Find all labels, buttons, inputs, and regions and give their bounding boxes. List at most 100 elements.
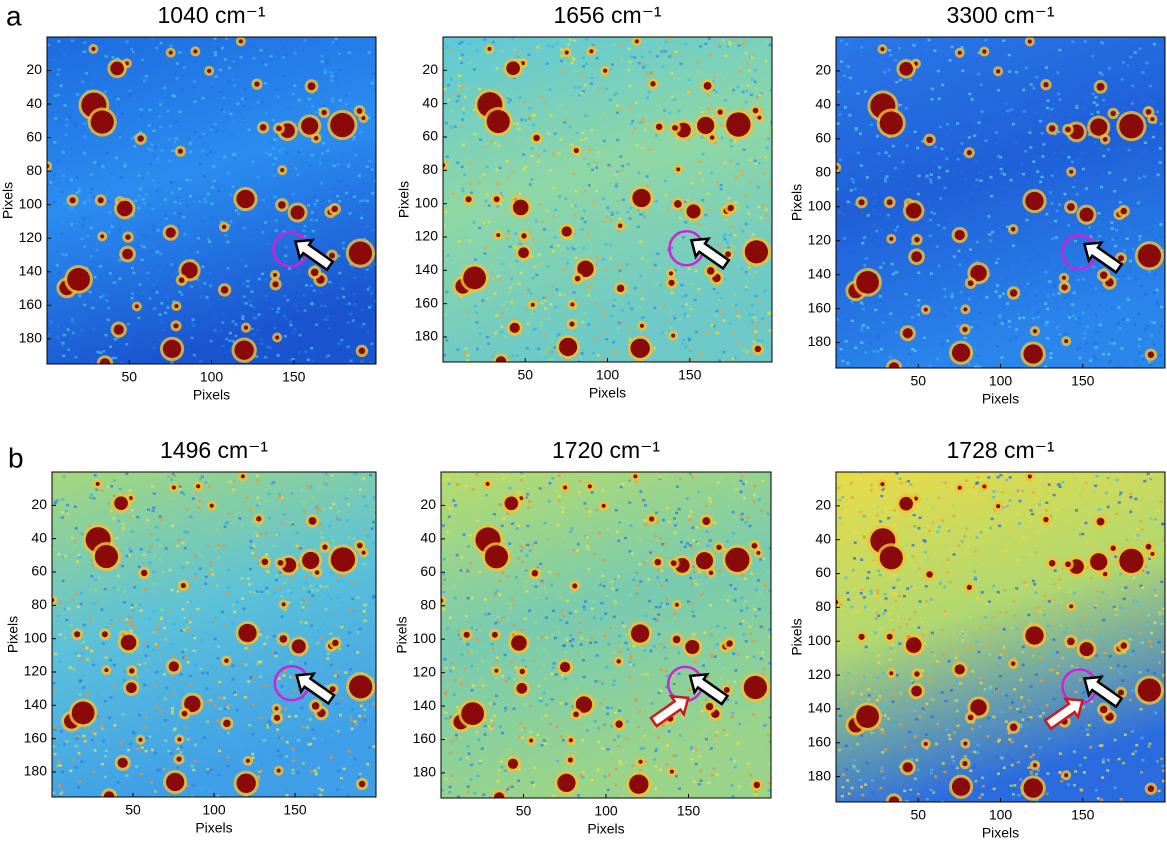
heatmap-speckle [850, 177, 854, 181]
heatmap-speckle [539, 697, 543, 700]
heatmap-speckle [494, 331, 498, 335]
heatmap-speckle [246, 279, 250, 283]
heatmap-speckle [144, 715, 148, 718]
heatmap-speckle [328, 597, 332, 600]
heatmap-speckle [684, 220, 688, 224]
heatmap-speckle [572, 172, 576, 176]
heatmap-speckle [594, 336, 598, 340]
heatmap-speckle [556, 334, 560, 337]
heatmap-speckle [595, 255, 599, 259]
heatmap-speckle [164, 547, 168, 550]
heatmap-speckle [879, 299, 883, 303]
heatmap-speckle [132, 625, 136, 629]
heatmap-speckle [1007, 320, 1011, 323]
particle [223, 719, 231, 728]
heatmap-speckle [718, 244, 722, 247]
heatmap-speckle [489, 796, 493, 798]
heatmap-speckle [64, 253, 68, 257]
heatmap-speckle [368, 746, 372, 749]
heatmap-speckle [572, 548, 576, 552]
heatmap-speckle [528, 230, 532, 234]
heatmap-speckle [726, 680, 730, 683]
heatmap-speckle [582, 65, 586, 68]
heatmap-speckle [178, 485, 182, 488]
heatmap-speckle [185, 204, 189, 208]
heatmap-speckle [863, 264, 867, 267]
heatmap-speckle [531, 114, 535, 117]
heatmap-speckle [604, 74, 608, 77]
heatmap-speckle [325, 584, 329, 588]
heatmap-speckle [280, 521, 284, 525]
heatmap-speckle [573, 86, 577, 89]
heatmap-speckle [712, 75, 716, 78]
heatmap-speckle [137, 565, 141, 569]
y-tick-label: 80 [26, 162, 42, 178]
heatmap-speckle [728, 322, 732, 325]
heatmap-speckle [856, 92, 860, 95]
heatmap-speckle [322, 622, 326, 626]
heatmap-speckle [371, 228, 375, 231]
heatmap-speckle [144, 587, 148, 591]
heatmap-speckle [138, 603, 142, 606]
heatmap-speckle [917, 39, 921, 43]
heatmap-speckle [347, 535, 351, 539]
y-tick-label: 120 [19, 229, 43, 245]
heatmap-speckle [443, 692, 447, 696]
heatmap-speckle [762, 141, 766, 145]
heatmap-speckle [973, 144, 977, 147]
particle [329, 252, 335, 259]
heatmap-speckle [584, 38, 588, 41]
heatmap-speckle [1042, 143, 1046, 146]
heatmap-speckle [517, 779, 521, 783]
heatmap-speckle [744, 289, 748, 292]
heatmap-speckle [475, 311, 479, 314]
heatmap-speckle [643, 518, 647, 522]
heatmap-speckle [1008, 210, 1012, 213]
heatmap-speckle [552, 152, 556, 156]
x-tick-label: 50 [121, 369, 137, 385]
heatmap-speckle [86, 234, 90, 237]
heatmap-speckle [945, 133, 949, 137]
heatmap-speckle [687, 267, 691, 271]
heatmap-speckle [153, 790, 157, 793]
heatmap-speckle [1034, 294, 1038, 298]
heatmap-speckle [1074, 240, 1078, 243]
heatmap-speckle [1131, 41, 1135, 44]
particle [274, 706, 279, 711]
heatmap-speckle [711, 88, 715, 92]
heatmap-speckle [241, 117, 245, 121]
heatmap-speckle [756, 96, 760, 100]
heatmap-speckle [604, 87, 608, 91]
heatmap-speckle [482, 793, 486, 796]
heatmap-speckle [525, 579, 529, 583]
heatmap-speckle [226, 764, 230, 768]
heatmap-speckle [317, 108, 321, 111]
particle [889, 236, 894, 241]
heatmap-speckle [1053, 132, 1057, 136]
heatmap-speckle [59, 791, 63, 794]
heatmap-speckle [222, 120, 226, 124]
heatmap-speckle [1078, 346, 1082, 350]
heatmap-speckle [338, 518, 342, 522]
heatmap-speckle [899, 256, 903, 260]
heatmap-speckle [483, 725, 487, 728]
heatmap-speckle [864, 351, 868, 354]
heatmap-speckle [665, 598, 669, 601]
heatmap-speckle [318, 162, 322, 165]
heatmap-speckle [741, 90, 745, 94]
heatmap-speckle [504, 709, 508, 713]
heatmap-speckle [977, 170, 981, 173]
heatmap-speckle [692, 749, 696, 752]
heatmap-speckle [639, 580, 643, 583]
heatmap-speckle [950, 295, 954, 298]
heatmap-speckle [361, 167, 365, 171]
heatmap-speckle [302, 510, 306, 513]
heatmap-speckle [206, 767, 210, 771]
heatmap-speckle [679, 62, 683, 66]
heatmap-speckle [152, 570, 156, 574]
heatmap-speckle [315, 661, 319, 665]
heatmap-speckle [768, 628, 771, 632]
heatmap-speckle [448, 785, 452, 789]
particle [463, 266, 486, 290]
heatmap-speckle [214, 315, 218, 319]
